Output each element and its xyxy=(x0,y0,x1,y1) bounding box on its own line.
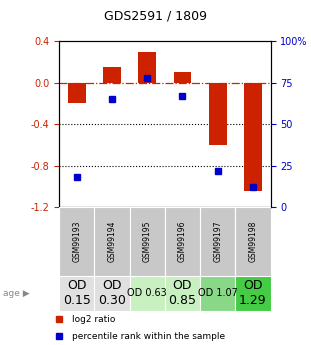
Bar xyxy=(200,207,235,276)
Text: OD
1.29: OD 1.29 xyxy=(239,279,267,307)
Text: OD
0.85: OD 0.85 xyxy=(169,279,197,307)
Bar xyxy=(94,207,130,276)
Text: OD
0.30: OD 0.30 xyxy=(98,279,126,307)
Bar xyxy=(174,72,191,83)
Text: GSM99195: GSM99195 xyxy=(143,221,152,262)
Text: GSM99197: GSM99197 xyxy=(213,221,222,262)
Bar xyxy=(59,276,94,310)
Bar xyxy=(244,83,262,191)
Text: OD 0.63: OD 0.63 xyxy=(127,288,167,298)
Text: OD 1.07: OD 1.07 xyxy=(198,288,238,298)
Bar xyxy=(68,83,86,104)
Bar xyxy=(138,52,156,83)
Text: age ▶: age ▶ xyxy=(3,289,30,298)
Text: GSM99198: GSM99198 xyxy=(248,221,258,262)
Bar xyxy=(130,207,165,276)
Text: OD
0.15: OD 0.15 xyxy=(63,279,91,307)
Text: GSM99196: GSM99196 xyxy=(178,221,187,262)
Bar xyxy=(235,276,271,310)
Bar xyxy=(235,207,271,276)
Text: GDS2591 / 1809: GDS2591 / 1809 xyxy=(104,9,207,22)
Bar xyxy=(209,83,226,145)
Bar xyxy=(59,207,94,276)
Bar xyxy=(130,276,165,310)
Bar xyxy=(103,67,121,83)
Text: percentile rank within the sample: percentile rank within the sample xyxy=(72,332,225,341)
Text: log2 ratio: log2 ratio xyxy=(72,315,116,324)
Text: GSM99193: GSM99193 xyxy=(72,221,81,262)
Text: GSM99194: GSM99194 xyxy=(108,221,116,262)
Bar xyxy=(165,207,200,276)
Bar xyxy=(94,276,130,310)
Bar xyxy=(165,276,200,310)
Bar xyxy=(200,276,235,310)
